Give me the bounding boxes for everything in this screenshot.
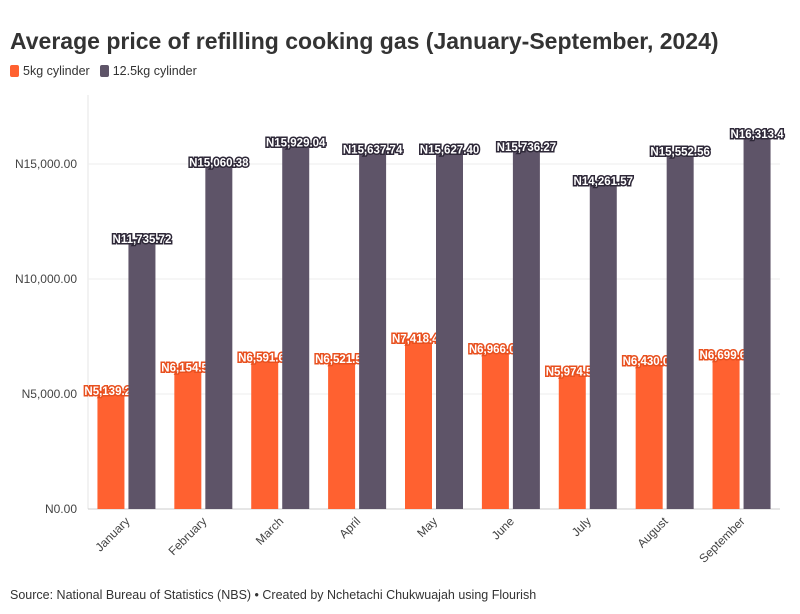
x-tick-label: June — [489, 514, 518, 543]
legend: 5kg cylinder 12.5kg cylinder — [10, 64, 197, 78]
data-label: N6,154.50 — [161, 362, 214, 374]
x-tick-label: May — [414, 514, 440, 540]
x-tick-label: September — [696, 514, 747, 565]
y-tick-label: N5,000.00 — [22, 387, 78, 401]
x-tick-label: July — [569, 514, 594, 539]
x-tick-label: March — [253, 514, 286, 547]
data-label: N6,966.03 — [469, 344, 522, 356]
legend-label: 5kg cylinder — [23, 64, 90, 78]
data-label: N16,313.4 — [731, 129, 785, 141]
data-label: N11,735.72 — [113, 234, 172, 246]
data-label: N5,974.55 — [546, 367, 600, 379]
data-label: N7,418.45 — [392, 333, 446, 345]
source-note: Source: National Bureau of Statistics (N… — [10, 588, 537, 602]
y-tick-label: N0.00 — [45, 502, 77, 516]
data-label: N15,637.74 — [343, 144, 403, 156]
bar — [251, 357, 279, 509]
bar — [558, 371, 586, 509]
bar — [205, 162, 233, 509]
bar — [128, 239, 156, 510]
data-label: N6,430.02 — [623, 356, 676, 368]
bar — [282, 142, 310, 509]
bar — [405, 338, 432, 509]
data-label: N15,736.27 — [497, 142, 556, 154]
bar — [512, 147, 540, 509]
x-tick-label: February — [166, 514, 210, 558]
bar — [635, 361, 663, 509]
bar — [666, 151, 694, 509]
data-label: N6,699.63 — [700, 350, 753, 362]
x-tick-label: August — [634, 514, 671, 551]
data-label: N5,139.25 — [84, 386, 138, 398]
bar — [589, 180, 617, 509]
data-label: N14,261.57 — [574, 176, 633, 188]
bar — [481, 348, 509, 509]
data-label: N6,521.58 — [315, 354, 369, 366]
data-label: N15,060.38 — [189, 158, 249, 170]
bar — [712, 354, 740, 509]
bar — [743, 133, 771, 509]
chart-title: Average price of refilling cooking gas (… — [10, 28, 719, 54]
bar — [328, 359, 356, 509]
legend-swatch — [99, 65, 109, 77]
bar — [97, 390, 125, 509]
data-label: N6,591.62 — [238, 352, 291, 364]
bar — [174, 367, 202, 509]
y-tick-label: N10,000.00 — [15, 272, 77, 286]
legend-item-5kg[interactable]: 5kg cylinder — [10, 64, 90, 78]
data-label: N15,552.56 — [650, 146, 709, 158]
data-label: N15,929.04 — [266, 138, 326, 150]
x-tick-label: January — [92, 514, 132, 554]
legend-label: 12.5kg cylinder — [112, 64, 197, 78]
legend-swatch — [10, 65, 19, 77]
y-tick-label: N15,000.00 — [15, 157, 77, 171]
legend-item-12-5kg[interactable]: 12.5kg cylinder — [99, 64, 197, 78]
bar — [436, 149, 463, 509]
x-tick-label: April — [336, 514, 363, 541]
data-label: N15,627.40 — [420, 145, 479, 157]
bar — [359, 149, 387, 510]
